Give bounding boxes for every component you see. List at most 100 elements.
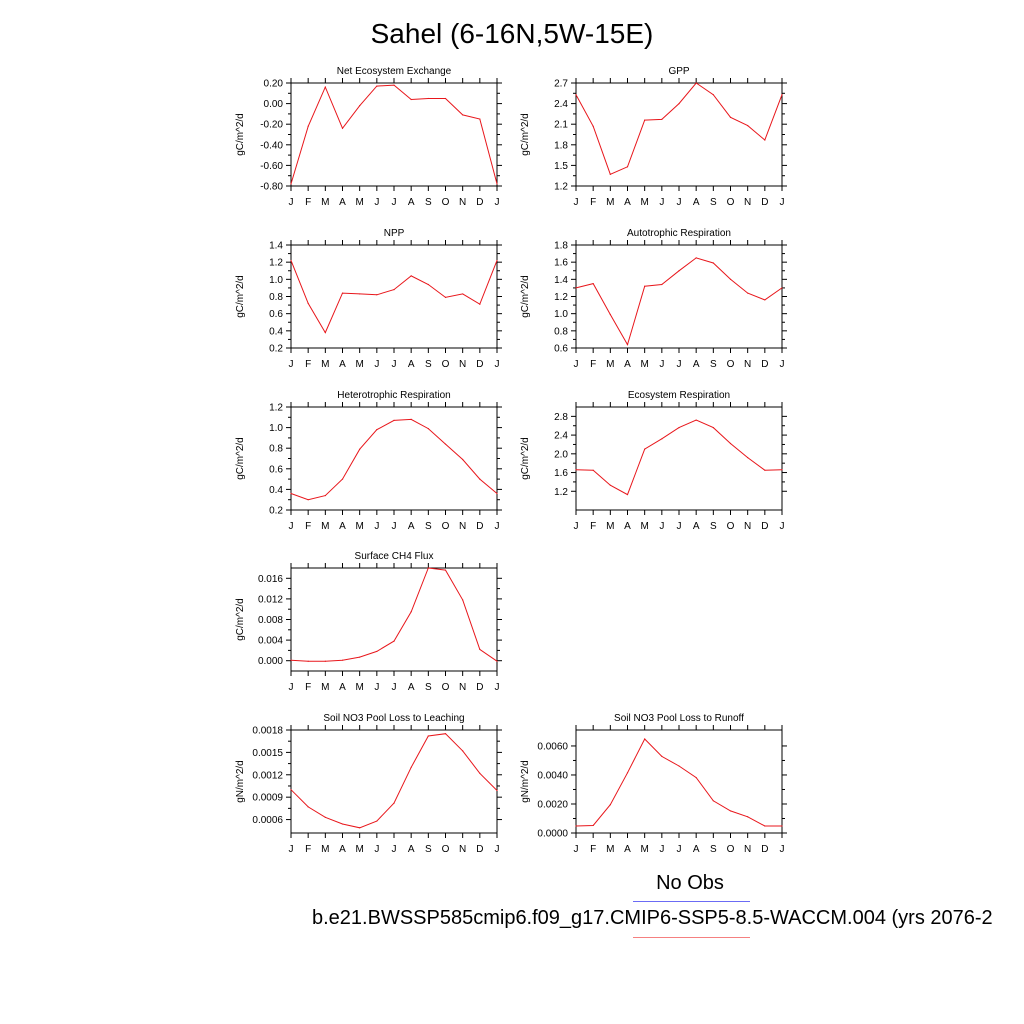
data-point <box>781 825 783 827</box>
data-point <box>427 283 429 286</box>
y-tick-label: 0.20 <box>264 79 284 90</box>
x-tick-label: J <box>677 197 682 208</box>
x-tick-label: F <box>590 359 596 370</box>
data-point <box>479 303 481 305</box>
y-tick-label: 0.0015 <box>252 748 283 759</box>
x-tick-label: A <box>693 521 700 532</box>
y-tick-label: -0.40 <box>260 140 283 151</box>
y-tick-label: 1.2 <box>554 292 568 303</box>
data-point <box>644 448 646 450</box>
x-tick-label: N <box>459 197 466 208</box>
x-tick-label: A <box>408 844 415 855</box>
series-line <box>290 567 498 662</box>
data-point <box>609 173 611 175</box>
y-tick-label: 1.0 <box>554 309 568 320</box>
y-tick-label: 1.2 <box>554 182 568 193</box>
x-tick-label: J <box>659 521 664 532</box>
data-point <box>661 118 663 120</box>
data-point <box>324 86 326 88</box>
series-line <box>575 738 782 827</box>
y-tick-label: 0.6 <box>554 344 568 355</box>
data-point <box>695 82 697 84</box>
x-tick-label: J <box>574 521 579 532</box>
y-axis-label: gC/m^2/d <box>235 113 246 156</box>
data-point <box>575 469 577 471</box>
chart-title: Surface CH4 Flux <box>355 551 434 562</box>
data-point <box>290 789 292 791</box>
data-point <box>393 640 395 642</box>
x-tick-label: A <box>408 521 415 532</box>
y-tick-label: 2.8 <box>554 412 568 423</box>
x-tick-label: J <box>392 844 397 855</box>
plot-frame <box>575 82 783 187</box>
y-axis-label: gN/m^2/d <box>235 760 246 803</box>
data-point <box>592 125 594 127</box>
data-point <box>729 116 732 118</box>
y-tick-label: 2.4 <box>554 431 568 442</box>
chart-title: GPP <box>668 66 689 77</box>
legend-red-line <box>633 937 750 938</box>
data-point <box>444 97 447 100</box>
data-point <box>575 825 577 827</box>
x-tick-label: J <box>780 844 785 855</box>
x-tick-label: J <box>574 197 579 208</box>
data-point <box>781 287 783 289</box>
data-point <box>609 313 611 316</box>
data-point <box>661 283 663 286</box>
chart-title: Autotrophic Respiration <box>627 228 731 239</box>
x-tick-label: D <box>761 359 768 370</box>
x-tick-label: N <box>459 359 466 370</box>
y-tick-label: -0.60 <box>260 161 283 172</box>
y-tick-label: 0.2 <box>269 344 283 355</box>
data-point <box>359 105 361 107</box>
x-tick-label: M <box>355 844 363 855</box>
data-point <box>496 660 498 662</box>
series-line <box>290 84 498 185</box>
data-point <box>427 567 429 569</box>
y-tick-label: 1.0 <box>269 423 283 434</box>
y-axis-label: gC/m^2/d <box>520 275 531 318</box>
y-tick-label: 0.0009 <box>252 793 283 804</box>
data-point <box>462 458 464 461</box>
x-tick-label: N <box>459 844 466 855</box>
x-tick-label: J <box>374 197 379 208</box>
y-tick-label: 0.6 <box>269 464 283 475</box>
x-tick-label: S <box>710 359 717 370</box>
data-point <box>307 660 309 662</box>
plot-frame <box>575 244 783 349</box>
data-point <box>290 492 292 495</box>
x-tick-label: J <box>374 682 379 693</box>
x-tick-label: M <box>355 359 363 370</box>
data-point <box>341 823 344 825</box>
x-tick-label: M <box>321 682 329 693</box>
x-tick-label: N <box>744 359 751 370</box>
data-point <box>747 456 749 459</box>
data-point <box>341 478 344 480</box>
x-tick-label: M <box>606 844 614 855</box>
y-tick-label: 0.016 <box>258 574 283 585</box>
plot-frame <box>575 406 783 511</box>
y-tick-label: 0.8 <box>269 292 283 303</box>
x-tick-label: A <box>339 682 346 693</box>
data-point <box>427 97 429 100</box>
data-point <box>341 127 344 129</box>
data-point <box>462 293 464 295</box>
chart-title: NPP <box>384 228 405 239</box>
data-point <box>764 469 766 471</box>
data-point <box>729 810 732 812</box>
x-tick-label: M <box>355 521 363 532</box>
y-axis-label: gC/m^2/d <box>235 275 246 318</box>
y-tick-label: 2.1 <box>554 120 568 131</box>
legend-blue-line <box>633 901 750 902</box>
data-point <box>444 733 447 735</box>
y-tick-label: -0.20 <box>260 120 283 131</box>
chart-title: Soil NO3 Pool Loss to Leaching <box>323 713 464 724</box>
x-tick-label: A <box>408 197 415 208</box>
x-tick-label: J <box>780 197 785 208</box>
data-point <box>712 94 714 96</box>
chart-title: Heterotrophic Respiration <box>337 390 450 401</box>
